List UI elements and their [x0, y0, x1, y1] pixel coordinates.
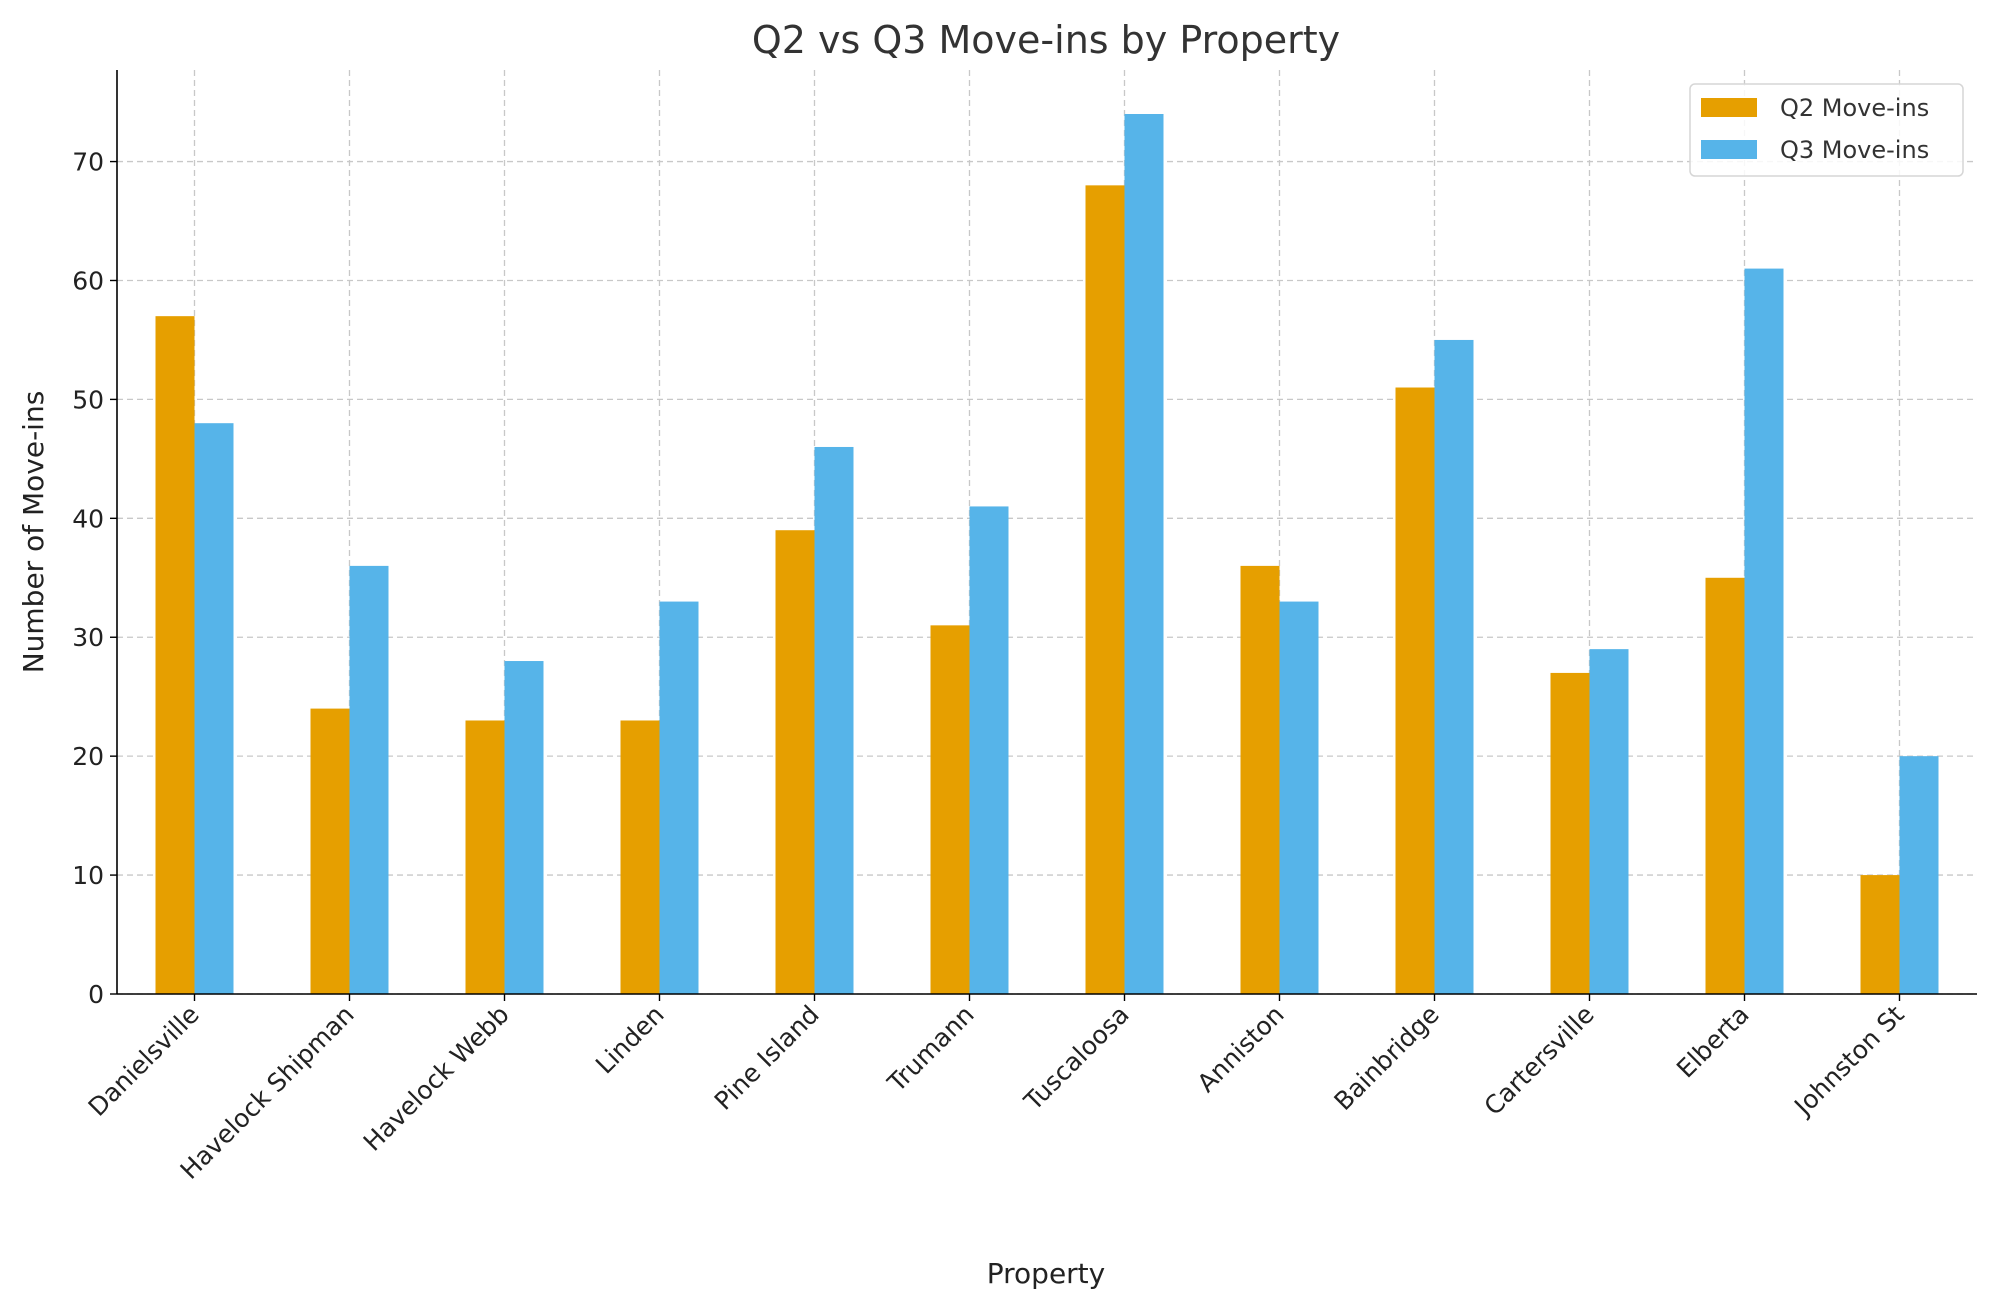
bar-q2-anniston	[1240, 565, 1280, 994]
bar-q3-pine-island	[814, 446, 854, 994]
y-tick-label: 40	[72, 504, 104, 533]
bar-q3-danielsville	[194, 423, 234, 994]
bar-q3-linden	[659, 601, 699, 994]
legend-box	[1689, 83, 1964, 177]
chart-title: Q2 vs Q3 Move-ins by Property	[752, 18, 1340, 62]
x-tick-label: Havelock Shipman	[175, 1000, 360, 1185]
legend-label-q2: Q2 Move-ins	[1780, 94, 1929, 122]
bars	[155, 114, 1939, 995]
bar-q3-havelock-webb	[504, 661, 544, 994]
bar-q2-havelock-webb	[465, 720, 505, 994]
bar-q3-tuscaloosa	[1124, 114, 1164, 994]
bar-q3-bainbridge	[1434, 339, 1474, 995]
x-tick-label: Pine Island	[709, 1000, 825, 1116]
y-axis-label: Number of Move-ins	[17, 391, 50, 674]
bar-q2-danielsville	[155, 316, 195, 994]
gridlines	[117, 70, 1977, 995]
bar-q2-linden	[620, 720, 660, 994]
bar-q2-trumann	[930, 625, 970, 994]
x-tick-label: Danielsville	[83, 1000, 205, 1122]
legend-swatch-q3	[1701, 140, 1757, 159]
bar-q3-johnston-st	[1899, 756, 1939, 994]
bar-q2-pine-island	[775, 530, 815, 994]
bar-q3-anniston	[1279, 601, 1319, 994]
legend-label-q3: Q3 Move-ins	[1780, 136, 1929, 164]
bar-q3-elberta	[1744, 268, 1784, 994]
legend: Q2 Move-ins Q3 Move-ins	[1689, 83, 1964, 177]
x-tick-label: Cartersville	[1478, 1000, 1599, 1121]
bar-q2-tuscaloosa	[1085, 185, 1125, 995]
x-tick-label: Trumann	[881, 1000, 979, 1098]
bar-q2-elberta	[1705, 577, 1745, 994]
x-tick-label: Elberta	[1671, 1000, 1755, 1084]
x-tick-label: Linden	[590, 1000, 670, 1080]
x-tick-label: Havelock Webb	[358, 1000, 515, 1157]
x-tick-label: Tuscaloosa	[1018, 1000, 1135, 1117]
bar-q2-cartersville	[1550, 672, 1590, 994]
y-tick-label: 10	[72, 861, 104, 890]
y-tick-label: 30	[72, 623, 104, 652]
bar-q3-cartersville	[1589, 649, 1629, 994]
bar-q2-havelock-shipman	[310, 708, 350, 994]
x-tick-label: Anniston	[1192, 1000, 1290, 1098]
bar-q3-havelock-shipman	[349, 565, 389, 994]
bar-q2-johnston-st	[1860, 875, 1900, 994]
bar-q3-trumann	[969, 506, 1009, 994]
legend-swatch-q2	[1701, 98, 1757, 117]
y-tick-label: 60	[72, 266, 104, 295]
bar-q2-bainbridge	[1395, 387, 1435, 994]
y-tick-label: 0	[88, 980, 104, 1009]
y-ticks: 0 10 20 30 40 50 60 70	[72, 148, 117, 1009]
x-tick-label: Johnston St	[1787, 1000, 1909, 1122]
y-tick-label: 50	[72, 385, 104, 414]
y-tick-label: 20	[72, 742, 104, 771]
x-axis-label: Property	[987, 1257, 1105, 1290]
y-tick-label: 70	[72, 148, 104, 177]
x-tick-label: Bainbridge	[1328, 1000, 1444, 1116]
